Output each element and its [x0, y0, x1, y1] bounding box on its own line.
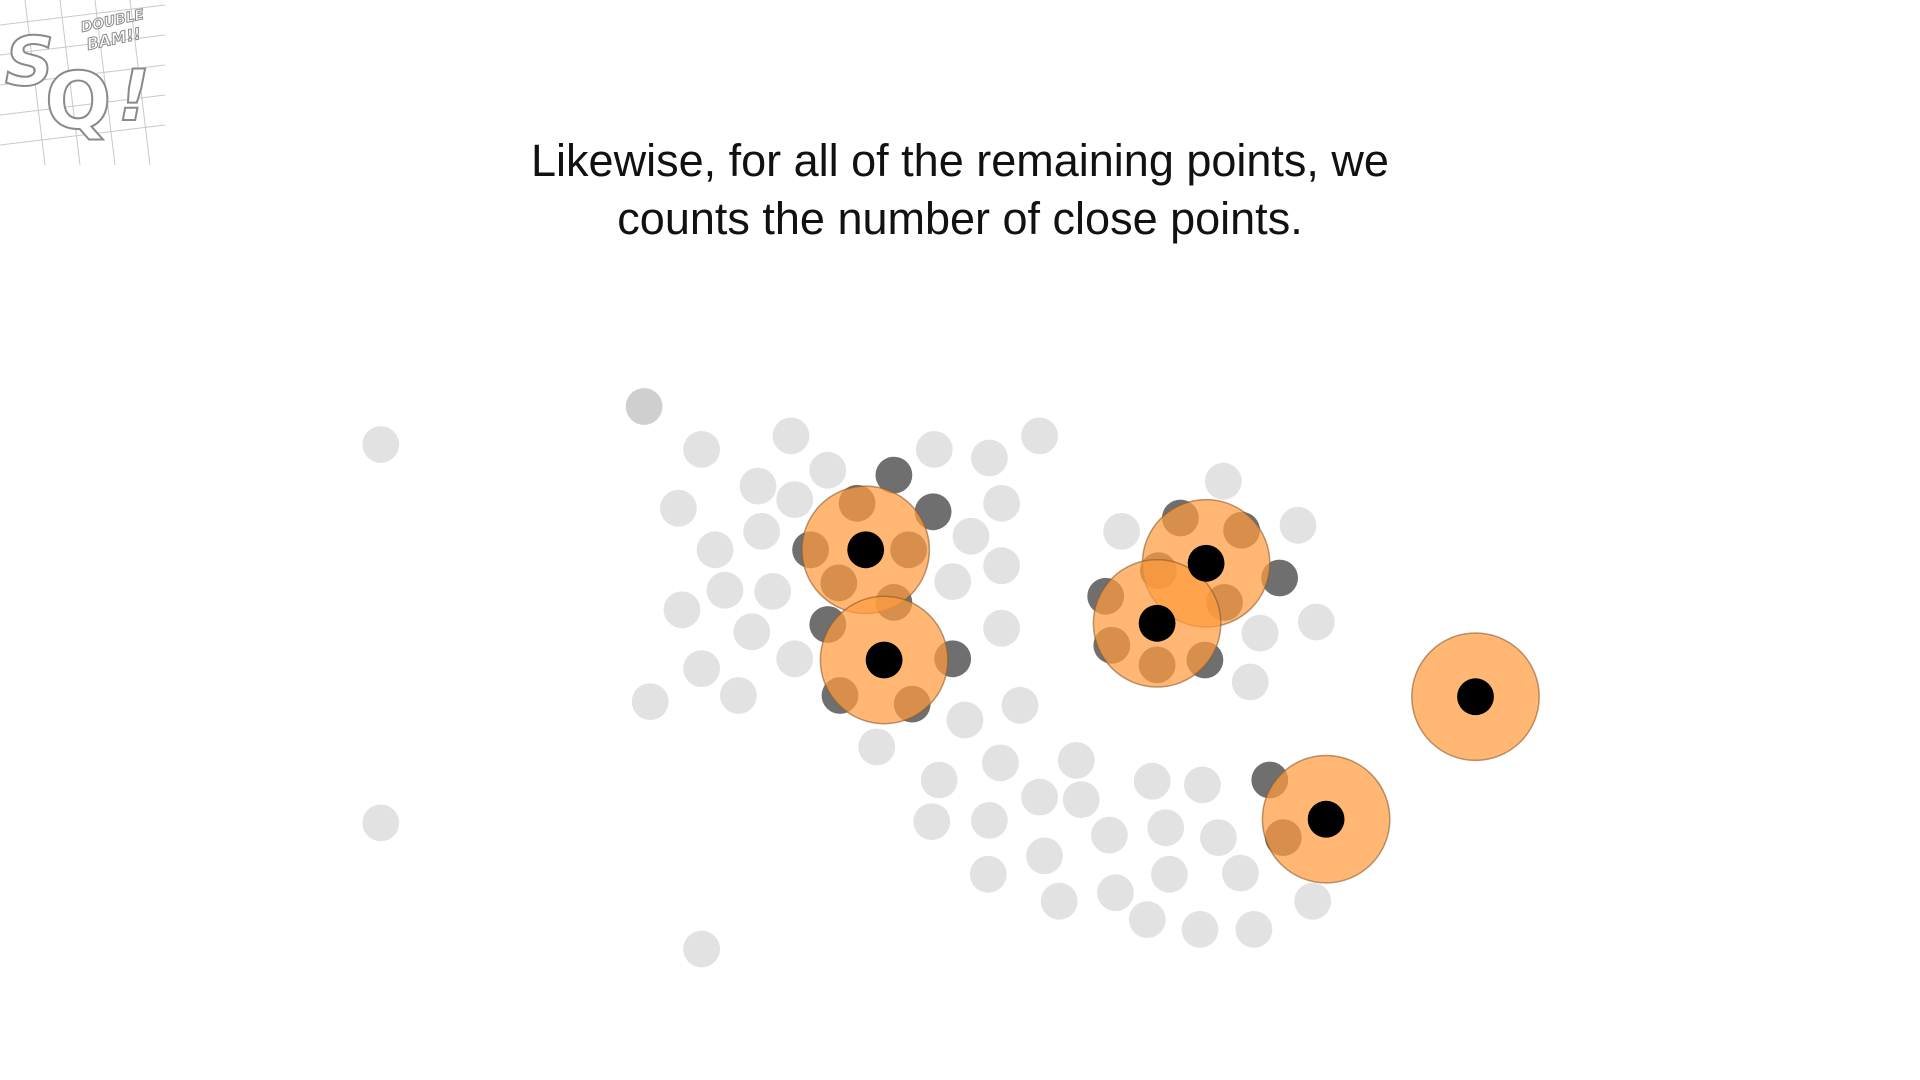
core-point	[847, 531, 885, 569]
faint-point	[1231, 663, 1269, 701]
faint-point	[971, 802, 1008, 839]
core-point	[865, 641, 903, 679]
faint-point	[1026, 837, 1063, 875]
core-point	[1457, 678, 1494, 716]
faint-point	[1279, 506, 1317, 544]
faint-point	[1204, 462, 1242, 500]
neighbor-point	[914, 493, 952, 531]
faint-point	[915, 431, 953, 468]
statquest-logo: S Q ! DOUBLE BAM!!	[0, 0, 170, 170]
faint-point	[1241, 614, 1279, 652]
caption: Likewise, for all of the remaining point…	[360, 132, 1560, 248]
faint-point	[1294, 882, 1332, 920]
faint-point	[772, 417, 810, 455]
faint-point	[733, 613, 771, 651]
core-point	[1138, 604, 1176, 642]
faint-point	[920, 761, 958, 799]
logo-q: Q	[45, 57, 111, 147]
caption-line-1: Likewise, for all of the remaining point…	[531, 135, 1389, 186]
faint-point	[952, 517, 990, 555]
faint-point	[1021, 417, 1058, 455]
faint-point	[696, 531, 734, 569]
faint-point	[1133, 762, 1171, 800]
faint-point	[946, 701, 984, 739]
faint-point	[706, 571, 744, 609]
neighbor-point	[1261, 559, 1298, 597]
faint-point	[683, 650, 720, 687]
faint-point	[1001, 686, 1039, 724]
faint-point	[1040, 882, 1078, 920]
faint-point	[776, 481, 814, 518]
core-point	[1307, 800, 1345, 838]
faint-point	[743, 513, 780, 550]
faint-point	[683, 930, 720, 968]
faint-point	[1128, 901, 1166, 938]
faint-point	[983, 609, 1020, 647]
faint-point	[1297, 603, 1335, 641]
faint-point	[1200, 819, 1237, 856]
faint-point	[934, 563, 972, 600]
faint-point	[1057, 742, 1095, 779]
faint-point	[362, 804, 400, 842]
faint-point	[1103, 513, 1140, 550]
caption-line-2: counts the number of close points.	[617, 193, 1303, 244]
faint-point	[809, 451, 847, 489]
core-point	[1187, 544, 1225, 582]
faint-point	[663, 591, 701, 629]
faint-point	[1062, 781, 1100, 818]
faint-point	[983, 547, 1020, 585]
faint-point	[754, 573, 792, 610]
faint-point	[739, 467, 777, 505]
faint-point	[631, 683, 669, 720]
faint-point	[969, 855, 1007, 893]
logo-s: S	[5, 23, 54, 102]
faint-point	[913, 803, 951, 840]
faint-point	[362, 426, 400, 463]
faint-point	[1147, 809, 1185, 847]
faint-point	[683, 431, 720, 468]
faint-point	[1097, 874, 1134, 912]
faint-point	[1181, 911, 1219, 948]
faint-point	[625, 388, 663, 425]
faint-point	[982, 744, 1019, 782]
faint-point	[1235, 911, 1273, 948]
faint-point	[858, 728, 896, 766]
faint-point	[1091, 816, 1128, 854]
faint-point	[1151, 855, 1188, 893]
faint-point	[1021, 778, 1058, 816]
neighbor-point	[875, 456, 913, 494]
faint-point	[971, 439, 1008, 477]
logo-bang: !	[118, 55, 150, 137]
faint-point	[776, 640, 814, 678]
faint-point	[1184, 766, 1221, 804]
faint-point	[983, 484, 1020, 522]
faint-point	[1222, 854, 1259, 892]
faint-point	[720, 677, 757, 714]
faint-point	[660, 489, 697, 527]
